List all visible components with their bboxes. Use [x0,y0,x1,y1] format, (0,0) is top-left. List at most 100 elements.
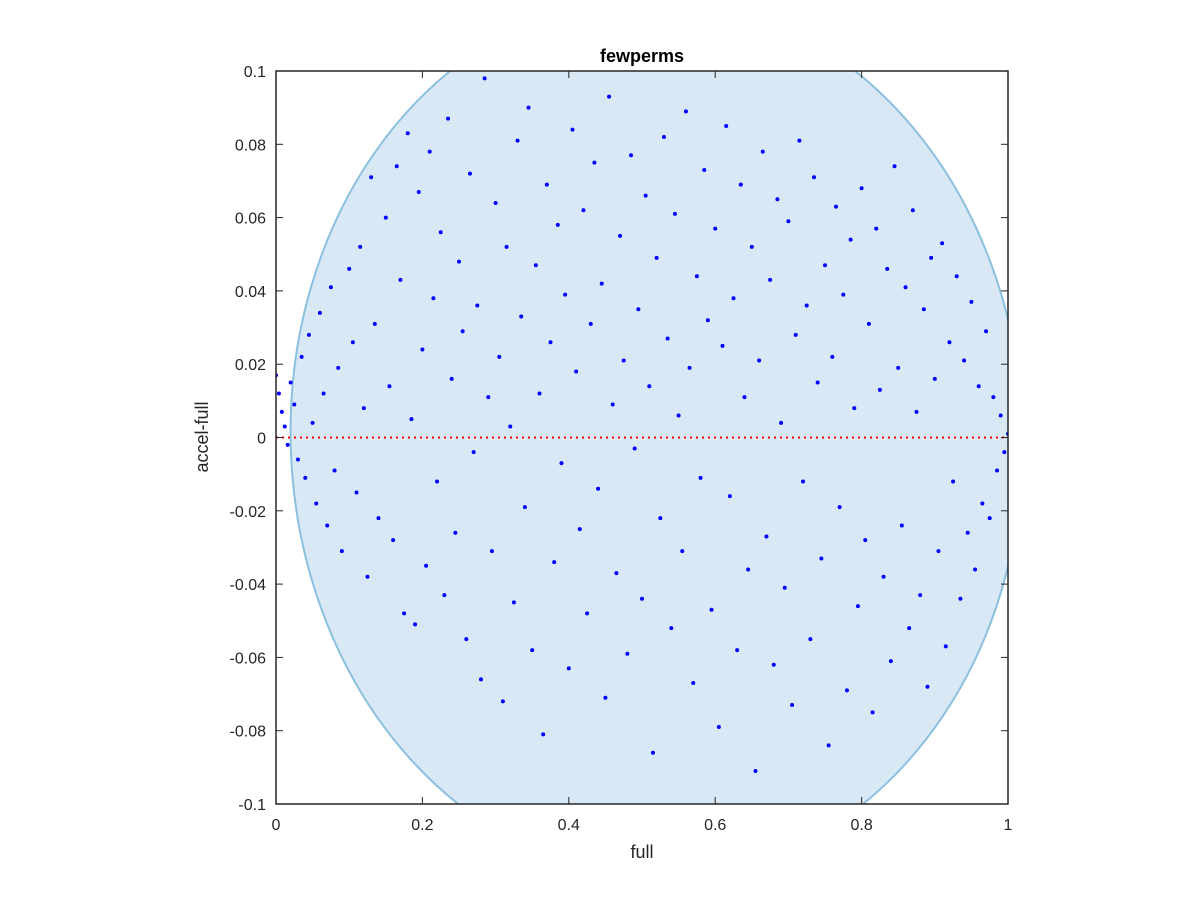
data-point [636,307,641,312]
data-point [951,479,956,484]
data-point [427,149,432,154]
data-point [965,530,970,535]
data-point [544,182,549,187]
data-point [973,567,978,572]
data-point [724,123,729,128]
data-point [559,461,564,466]
y-tick-label: 0.1 [244,64,266,81]
data-point [698,475,703,480]
data-point [555,222,560,227]
data-point [790,703,795,708]
data-point [530,648,535,653]
data-point [413,622,418,627]
data-point [746,567,751,572]
data-point [753,769,758,774]
data-point [350,340,355,345]
data-point [830,354,835,359]
data-point [863,538,868,543]
data-point [980,501,985,506]
data-point [303,475,308,480]
y-tick-label: -0.02 [230,504,267,521]
data-point [339,549,344,554]
data-point [896,365,901,370]
data-point [603,695,608,700]
data-point [969,299,974,304]
data-point [932,376,937,381]
data-point [420,347,425,352]
data-point [566,666,571,671]
data-point [279,409,284,414]
data-point [998,413,1003,418]
data-point [903,285,908,290]
y-tick-label: 0.08 [235,137,266,154]
data-point [288,380,293,385]
data-point [621,358,626,363]
data-point [757,358,762,363]
data-point [548,340,553,345]
data-point [405,131,410,136]
data-point [885,266,890,271]
x-tick-label: 0.8 [850,817,872,834]
data-point [537,391,542,396]
data-point [775,197,780,202]
scatter-points [276,76,1008,774]
data-point [515,138,520,143]
chart-title: fewperms [600,46,684,66]
data-point [672,211,677,216]
data-point [533,263,538,268]
data-point [650,750,655,755]
y-tick-label: -0.08 [230,724,267,741]
data-point [383,215,388,220]
data-point [870,710,875,715]
data-point [669,626,674,631]
x-tick-label: 0 [272,817,281,834]
data-point [585,611,590,616]
data-point [654,255,659,260]
data-point [282,424,287,429]
data-point [574,369,579,374]
data-point [691,681,696,686]
data-point [519,314,524,319]
data-point [467,171,472,176]
y-axis-label: accel-full [192,401,212,472]
data-point [801,479,806,484]
data-point [394,164,399,169]
data-point [306,332,311,337]
data-point [276,391,281,396]
data-point [716,725,721,730]
data-point [987,516,992,521]
data-point [914,409,919,414]
data-point [881,574,886,579]
data-point [632,446,637,451]
data-point [855,604,860,609]
data-point [526,105,531,110]
data-point [848,237,853,242]
data-point [493,200,498,205]
data-point [954,274,959,279]
data-point [797,138,802,143]
data-point [376,516,381,521]
y-tick-label: 0 [257,431,266,448]
data-point [907,626,912,631]
data-point [962,358,967,363]
data-point [680,549,685,554]
data-point [387,384,392,389]
data-point [446,116,451,121]
data-point [552,560,557,565]
data-point [629,153,634,158]
data-point [929,255,934,260]
x-tick-label: 1 [1004,817,1013,834]
data-point [449,376,454,381]
data-point [976,384,981,389]
data-point [676,413,681,418]
data-point [497,354,502,359]
data-point [570,127,575,132]
data-point [610,402,615,407]
data-point [661,134,666,139]
data-point [694,274,699,279]
data-point [321,391,326,396]
data-point [760,149,765,154]
data-point [372,321,377,326]
data-point [475,303,480,308]
data-point [457,259,461,264]
